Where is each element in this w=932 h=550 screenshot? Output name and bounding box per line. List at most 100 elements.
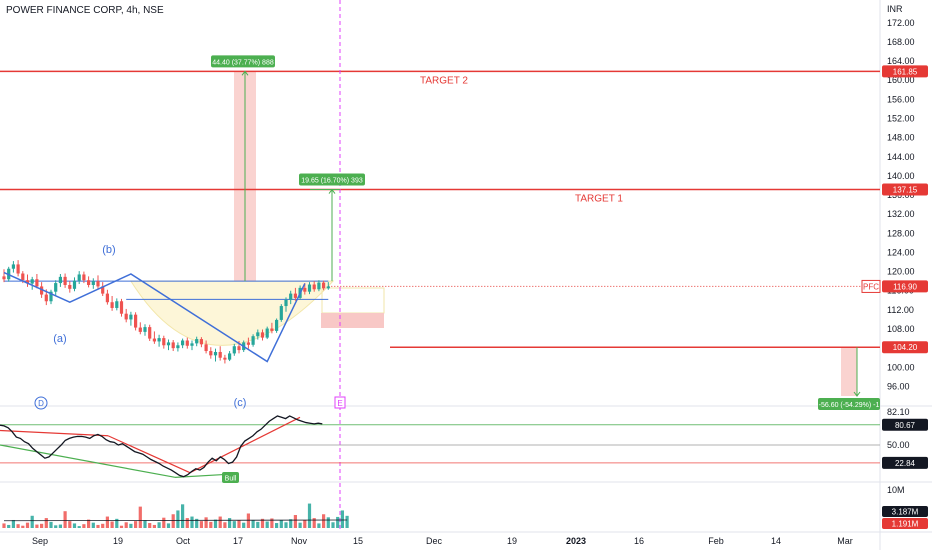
volume-bar	[345, 515, 349, 528]
candle	[213, 351, 218, 356]
volume-bar	[134, 521, 138, 528]
volume-ma-line	[3, 519, 348, 522]
last-price-symbol-bg	[862, 280, 880, 293]
currency-label: INR	[887, 4, 903, 14]
volume-bar	[270, 518, 274, 528]
candle	[72, 280, 77, 289]
candle	[199, 339, 203, 345]
level-price-label: 137.15	[893, 186, 918, 195]
y-tick-label: 124.00	[887, 247, 915, 257]
wave-label-d: D	[38, 399, 44, 408]
volume-bar	[68, 521, 72, 528]
volume-ma-label: 1.191M	[892, 520, 919, 529]
measure-target2-arrowhead	[241, 70, 249, 76]
candle	[293, 293, 297, 298]
candle	[134, 314, 138, 328]
y-tick-label: 120.00	[887, 267, 915, 277]
last-price-label: 116.90	[893, 282, 917, 291]
candle	[195, 339, 199, 344]
candle	[228, 353, 232, 360]
volume-bar	[181, 504, 185, 528]
volume-bar	[49, 521, 53, 528]
measure-target1-label-bg	[299, 173, 365, 186]
volume-bar	[91, 522, 95, 528]
candle	[218, 351, 222, 358]
candle	[190, 343, 194, 346]
volume-bar	[232, 521, 236, 528]
volume-bar	[279, 520, 283, 528]
volume-bar	[72, 523, 77, 528]
volume-bar	[340, 510, 344, 528]
volume-bar	[11, 519, 15, 528]
oscillator-level-label: 22.84	[895, 459, 916, 468]
handle-box	[321, 287, 385, 314]
volume-bar	[21, 525, 25, 528]
candle	[181, 340, 185, 346]
candle	[270, 328, 274, 331]
volume-bar	[25, 522, 30, 528]
target-label: TARGET 1	[575, 194, 623, 205]
oscillator-top-label: 82.10	[887, 407, 910, 417]
candle	[171, 342, 175, 349]
candle	[119, 301, 124, 314]
volume-bar	[209, 521, 213, 528]
volume-bar	[275, 523, 279, 528]
volume-bar	[260, 518, 265, 528]
volume-bar	[7, 524, 11, 528]
volume-bar	[162, 517, 166, 528]
candle	[91, 281, 95, 285]
volume-bar	[124, 522, 128, 528]
volume-bar	[256, 521, 260, 528]
volume-bar	[265, 521, 269, 528]
x-tick-label: Feb	[708, 536, 724, 546]
candle	[176, 345, 180, 349]
x-tick-label: 15	[353, 536, 363, 546]
volume-bar	[129, 523, 133, 528]
candle	[110, 302, 114, 308]
measure-target1-label: 19.65 (16.70%) 393	[301, 178, 363, 185]
last-price-symbol: PFC	[863, 282, 879, 291]
candle	[25, 280, 30, 284]
candle	[237, 346, 241, 351]
x-tick-label: 16	[634, 536, 644, 546]
candle	[284, 299, 288, 307]
x-tick-label: 2023	[566, 536, 586, 546]
volume-ma-label-bg	[882, 518, 928, 529]
measure-downside-label: -56.60 (-54.29%) -1	[819, 402, 880, 409]
measure-target2-label-bg	[211, 55, 275, 68]
volume-bar	[82, 524, 86, 528]
volume-bar	[119, 525, 124, 528]
candle	[148, 327, 152, 339]
oscillator-level-label: 50.00	[887, 440, 910, 450]
event-marker[interactable]	[334, 396, 346, 409]
divergence-line	[0, 429, 109, 437]
volume-bar	[110, 521, 114, 528]
volume-last-label-bg	[882, 506, 928, 517]
level-price-label: 161.85	[893, 67, 918, 76]
handle-drop-zone	[321, 313, 384, 328]
level-price-label-bg	[882, 183, 928, 196]
volume-bar	[44, 518, 48, 528]
candle	[185, 340, 189, 346]
volume-bar	[176, 510, 180, 528]
volume-bar	[218, 516, 222, 528]
volume-bar	[105, 516, 109, 528]
volume-bar	[251, 519, 255, 528]
candle	[2, 276, 6, 280]
volume-bar	[30, 515, 34, 528]
target-label: TARGET 2	[420, 75, 468, 86]
y-tick-label: 172.00	[887, 18, 915, 28]
volume-bar	[298, 522, 302, 528]
candle	[256, 332, 260, 337]
x-tick-label: 14	[771, 536, 781, 546]
candle	[105, 293, 109, 303]
level-price-label-bg	[882, 341, 928, 354]
candle	[312, 284, 316, 290]
volume-bar	[101, 523, 105, 528]
x-tick-label: Nov	[291, 536, 308, 546]
volume-bar	[148, 523, 152, 528]
volume-bar	[16, 524, 20, 528]
y-tick-label: 140.00	[887, 171, 915, 181]
candle	[35, 279, 39, 287]
